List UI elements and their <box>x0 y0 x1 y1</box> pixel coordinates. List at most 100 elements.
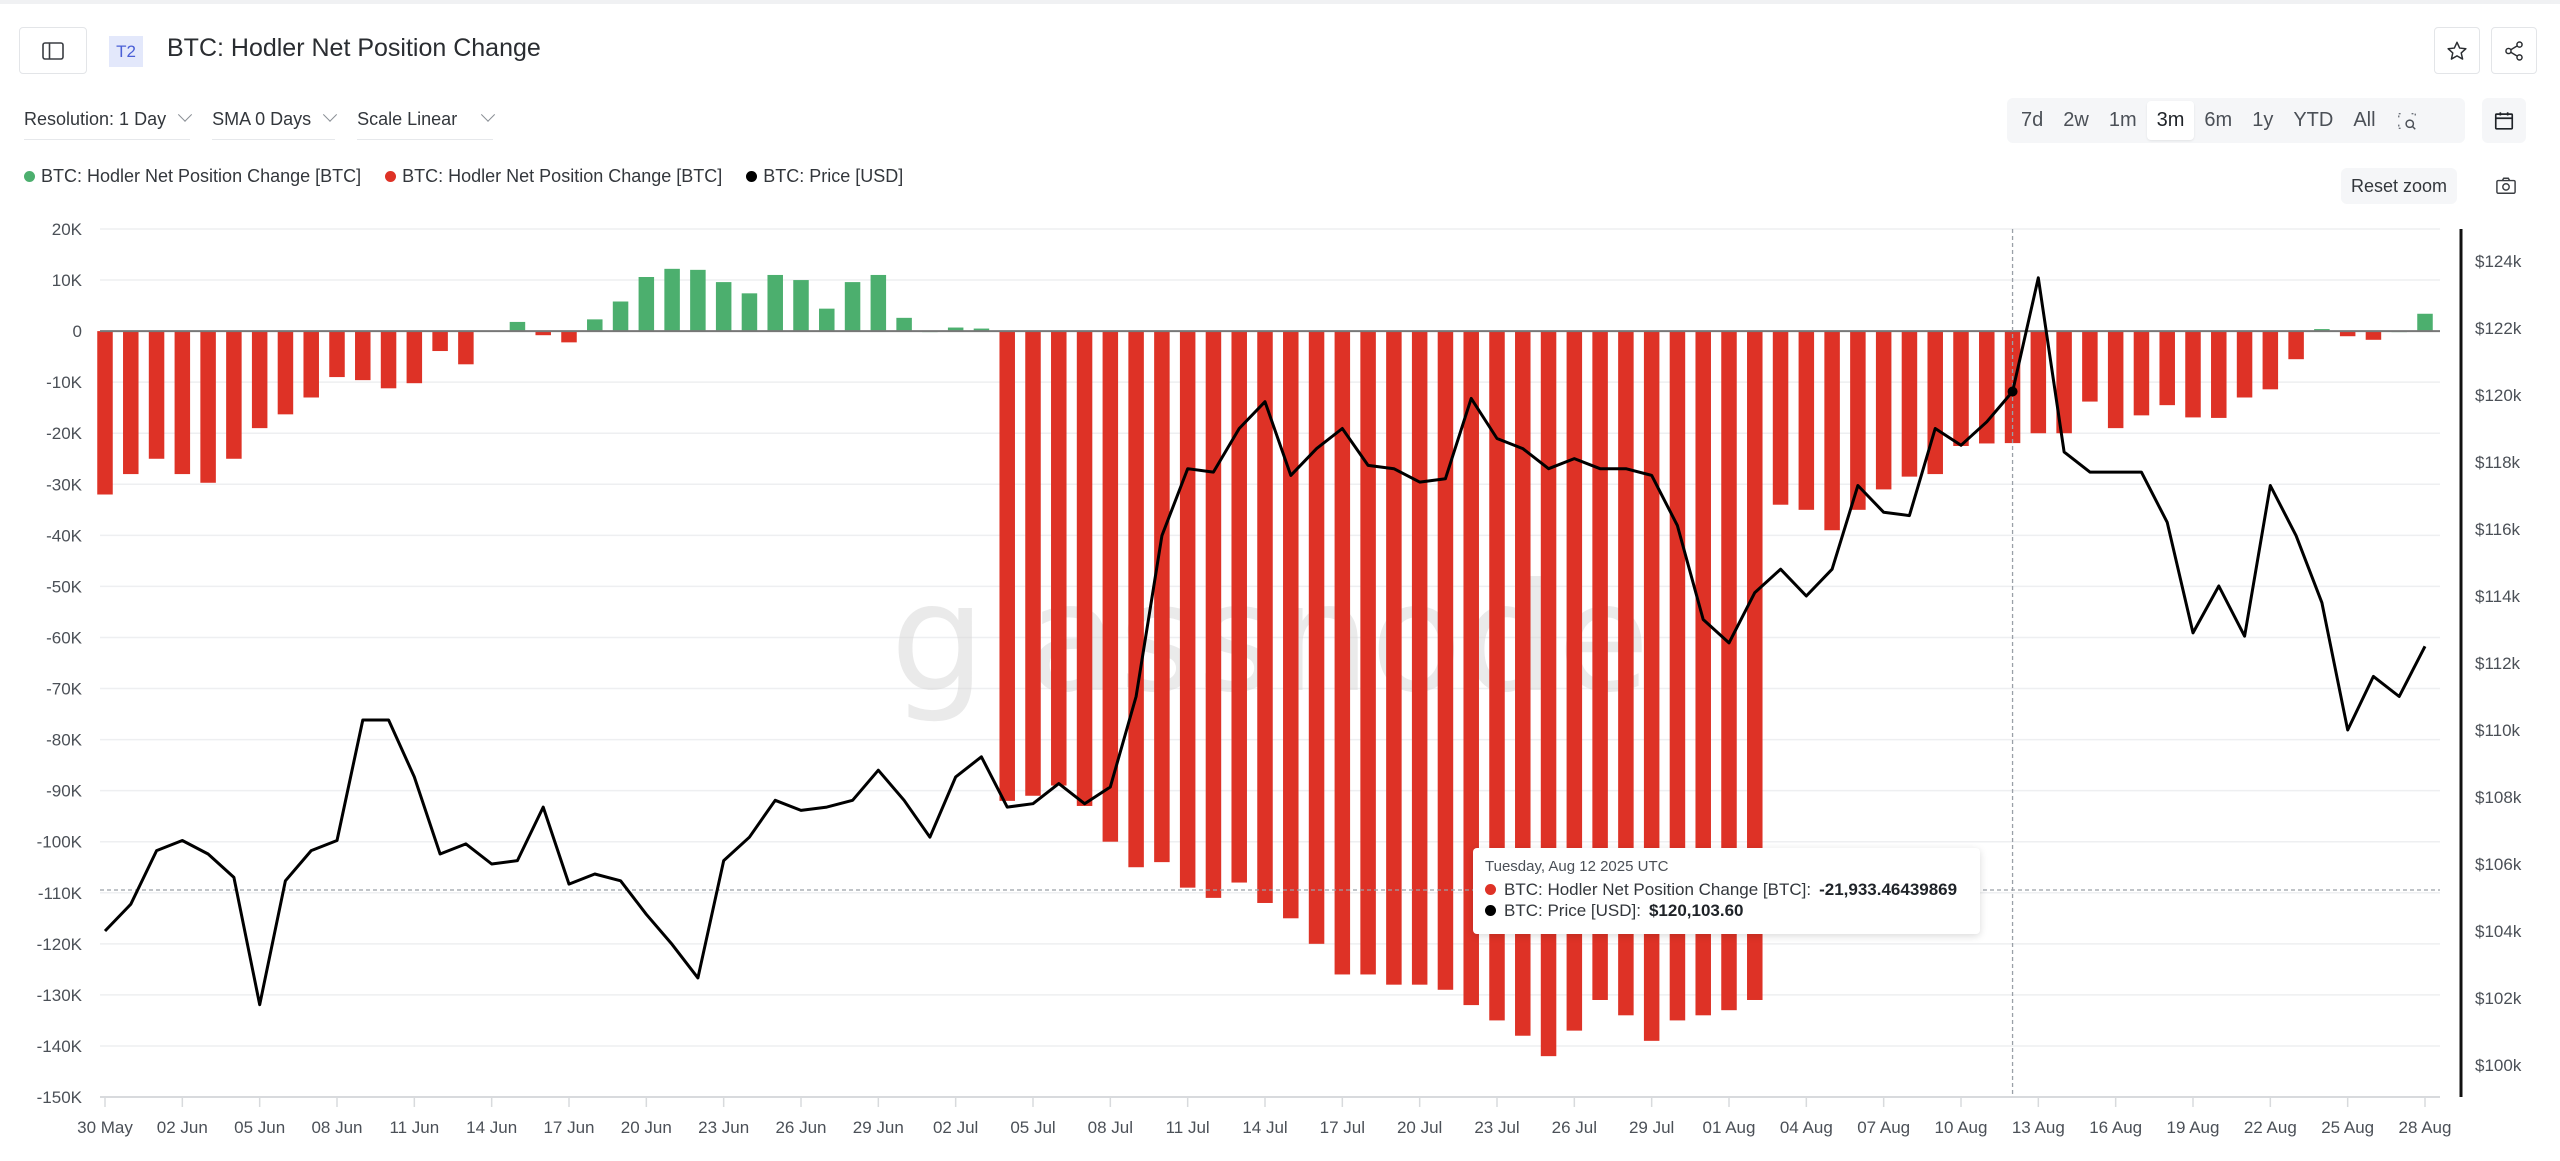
y-tick-label: -60K <box>46 628 83 647</box>
x-tick-label: 23 Jul <box>1474 1118 1519 1137</box>
range-1y[interactable]: 1y <box>2252 109 2274 131</box>
range-1m[interactable]: 1m <box>2108 109 2137 131</box>
tooltip-label: BTC: Price [USD]: <box>1504 900 1641 920</box>
star-icon <box>2447 41 2467 60</box>
range-6m[interactable]: 6m <box>2204 109 2233 131</box>
legend-item-negative[interactable]: BTC: Hodler Net Position Change [BTC] <box>385 166 722 187</box>
legend-label: BTC: Price [USD] <box>763 166 904 186</box>
y2-tick-label: $110k <box>2475 721 2521 740</box>
bar <box>1025 331 1041 796</box>
x-tick-label: 17 Jun <box>543 1118 594 1137</box>
reset-zoom-button[interactable]: Reset zoom <box>2341 168 2457 204</box>
tooltip-value: $120,103.60 <box>1648 900 1744 920</box>
scale-dropdown[interactable]: Scale Linear <box>357 106 496 140</box>
bar <box>200 331 216 483</box>
calendar-icon <box>2494 111 2514 130</box>
screenshot-button[interactable] <box>2490 170 2522 202</box>
bar <box>174 331 191 475</box>
legend-item-price[interactable]: BTC: Price [USD] <box>746 166 903 187</box>
x-tick-label: 26 Jun <box>775 1118 826 1137</box>
y-tick-label: -120K <box>37 935 83 954</box>
bar <box>947 327 964 332</box>
sma-dropdown[interactable]: SMA 0 Days <box>212 106 338 140</box>
bar <box>793 280 809 332</box>
bar <box>97 331 113 495</box>
y2-tick-label: $112k <box>2475 654 2521 673</box>
x-tick-label: 22 Aug <box>2244 1118 2297 1137</box>
bar <box>2262 331 2279 390</box>
x-tick-label: 02 Jun <box>157 1118 208 1137</box>
bar <box>664 268 680 332</box>
x-tick-label: 01 Aug <box>1703 1118 1756 1137</box>
bar <box>1798 331 1815 510</box>
x-tick-label: 28 Aug <box>2399 1118 2452 1137</box>
x-tick-label: 04 Aug <box>1780 1118 1833 1137</box>
bar <box>973 328 990 332</box>
x-tick-label: 11 Jul <box>1166 1118 1210 1137</box>
x-tick-label: 16 Aug <box>2089 1118 2142 1137</box>
legend-dot-icon <box>746 171 758 182</box>
bar <box>329 331 345 378</box>
range-ytd[interactable]: YTD <box>2293 109 2334 131</box>
bar <box>1205 331 1222 898</box>
range-7d[interactable]: 7d <box>2021 109 2044 131</box>
range-all[interactable]: All <box>2353 109 2376 131</box>
y-tick-label: -70K <box>46 680 83 699</box>
bar <box>1953 331 1969 446</box>
x-tick-label: 07 Aug <box>1857 1118 1910 1137</box>
x-tick-label: 02 Jul <box>933 1118 978 1137</box>
bar <box>406 331 423 384</box>
camera-icon <box>2496 177 2516 194</box>
x-tick-label: 13 Aug <box>2012 1118 2065 1137</box>
y2-tick-label: $116k <box>2475 520 2521 539</box>
legend-dot-icon <box>24 171 35 182</box>
x-tick-label: 05 Jun <box>234 1118 285 1137</box>
tier-badge: T2 <box>109 36 143 67</box>
chart-legend: BTC: Hodler Net Position Change [BTC] BT… <box>24 166 903 187</box>
y-tick-label: -110K <box>38 884 83 903</box>
tooltip-row-hodler: BTC: Hodler Net Position Change [BTC]: -… <box>1485 879 1968 900</box>
x-tick-label: 05 Jul <box>1010 1118 1055 1137</box>
bar <box>226 331 242 459</box>
share-button[interactable] <box>2491 27 2537 74</box>
y-tick-label: -100K <box>37 833 83 852</box>
y2-tick-label: $100k <box>2475 1056 2522 1075</box>
y2-tick-label: $108k <box>2475 788 2522 807</box>
bar <box>638 276 655 332</box>
bar <box>2339 331 2356 337</box>
bar <box>1772 331 1789 505</box>
x-tick-label: 10 Aug <box>1935 1118 1988 1137</box>
time-range-selector: 7d 2w 1m 3m 6m 1y YTD All <box>2007 98 2465 143</box>
share-icon <box>2505 40 2523 61</box>
bar <box>1257 331 1273 903</box>
bar <box>1850 331 1866 510</box>
bar <box>303 331 319 398</box>
favorite-button[interactable] <box>2434 27 2480 74</box>
date-picker-button[interactable] <box>2482 98 2526 143</box>
bar <box>432 331 448 352</box>
bar <box>1875 331 1892 490</box>
sidebar-toggle-button[interactable] <box>19 27 87 74</box>
bar <box>1721 331 1737 1011</box>
bar <box>690 269 706 332</box>
bar <box>123 331 139 475</box>
y-tick-label: -130K <box>37 986 83 1005</box>
y-tick-label: -20K <box>46 424 83 443</box>
x-tick-label: 08 Jun <box>311 1118 362 1137</box>
x-tick-label: 14 Jun <box>466 1118 517 1137</box>
range-2w[interactable]: 2w <box>2063 109 2089 131</box>
bar <box>1360 331 1376 975</box>
x-tick-label: 19 Aug <box>2167 1118 2220 1137</box>
bar <box>1540 331 1557 1057</box>
range-3m[interactable]: 3m <box>2146 101 2195 140</box>
zoom-select-button[interactable] <box>2386 101 2428 140</box>
bar <box>1283 331 1299 919</box>
tooltip-label: BTC: Hodler Net Position Change [BTC]: <box>1504 879 1812 899</box>
hover-point <box>2007 386 2018 397</box>
bar <box>1411 331 1428 985</box>
legend-item-positive[interactable]: BTC: Hodler Net Position Change [BTC] <box>24 166 361 187</box>
series-dot-icon <box>1485 905 1496 916</box>
resolution-dropdown[interactable]: Resolution: 1 Day <box>24 106 193 140</box>
x-tick-label: 29 Jun <box>853 1118 904 1137</box>
